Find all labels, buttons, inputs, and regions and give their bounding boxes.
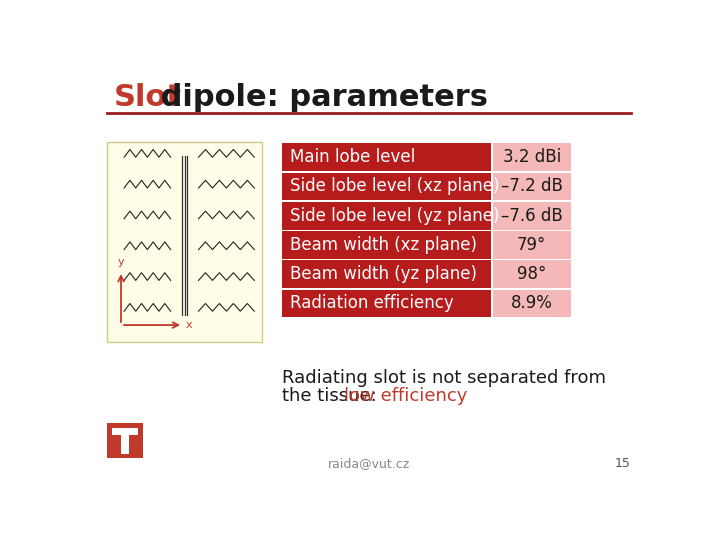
FancyBboxPatch shape: [282, 231, 492, 259]
Text: Radiation efficiency: Radiation efficiency: [290, 294, 454, 313]
FancyBboxPatch shape: [493, 202, 570, 230]
Text: Beam width (xz plane): Beam width (xz plane): [290, 236, 477, 254]
FancyBboxPatch shape: [107, 142, 262, 342]
Text: 3.2 dBi: 3.2 dBi: [503, 148, 561, 166]
FancyBboxPatch shape: [493, 289, 570, 318]
Text: low efficiency: low efficiency: [344, 387, 467, 404]
Text: raida@vut.cz: raida@vut.cz: [328, 457, 410, 470]
FancyBboxPatch shape: [493, 173, 570, 200]
FancyBboxPatch shape: [107, 423, 143, 458]
Text: –7.2 dB: –7.2 dB: [501, 178, 563, 195]
FancyBboxPatch shape: [121, 435, 129, 454]
Text: Main lobe level: Main lobe level: [290, 148, 415, 166]
Text: x: x: [186, 320, 193, 330]
FancyBboxPatch shape: [493, 260, 570, 288]
FancyBboxPatch shape: [282, 143, 492, 171]
Text: Side lobe level (xz plane): Side lobe level (xz plane): [290, 178, 500, 195]
FancyBboxPatch shape: [493, 143, 570, 171]
FancyBboxPatch shape: [112, 428, 138, 435]
FancyBboxPatch shape: [282, 289, 492, 318]
FancyBboxPatch shape: [493, 231, 570, 259]
Text: Beam width (yz plane): Beam width (yz plane): [290, 265, 477, 284]
Text: 15: 15: [615, 457, 631, 470]
Text: the tissue:: the tissue:: [282, 387, 383, 404]
FancyBboxPatch shape: [282, 173, 492, 200]
Text: Side lobe level (yz plane): Side lobe level (yz plane): [290, 207, 500, 225]
FancyBboxPatch shape: [282, 260, 492, 288]
Text: dipole: parameters: dipole: parameters: [150, 83, 488, 112]
Text: 98°: 98°: [517, 265, 546, 284]
Text: Slot: Slot: [113, 83, 181, 112]
Text: y: y: [117, 256, 125, 267]
Text: –7.6 dB: –7.6 dB: [501, 207, 562, 225]
Text: 8.9%: 8.9%: [510, 294, 553, 313]
Text: 79°: 79°: [517, 236, 546, 254]
FancyBboxPatch shape: [282, 202, 492, 230]
Text: Radiating slot is not separated from: Radiating slot is not separated from: [282, 369, 606, 387]
